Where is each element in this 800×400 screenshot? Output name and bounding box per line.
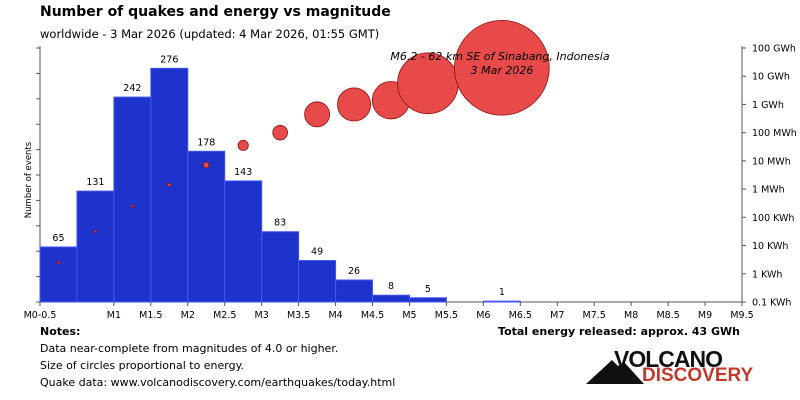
energy-bubble [337, 87, 372, 122]
energy-axis-label: 100 KWh [752, 213, 794, 224]
energy-bubble [56, 260, 61, 265]
histogram-bar [482, 300, 521, 303]
bar-count-label: 8 [388, 281, 394, 292]
histogram-bar [298, 260, 337, 303]
x-tick-label: M2 [181, 310, 195, 321]
energy-axis-label: 0.1 KWh [752, 298, 791, 309]
x-tick-label: M1.5 [139, 310, 162, 321]
x-tick-label: M3.5 [287, 310, 310, 321]
energy-bubble [454, 19, 550, 116]
bar-count-label: 143 [234, 167, 252, 178]
total-energy: Total energy released: approx. 43 GWh [498, 325, 740, 338]
bar-count-label: 242 [123, 83, 141, 94]
chart-subtitle: worldwide - 3 Mar 2026 (updated: 4 Mar 2… [40, 27, 380, 41]
notes-block: Notes: Data near-complete from magnitude… [40, 323, 395, 391]
energy-axis-label: 10 GWh [752, 72, 790, 83]
bar-count-label: 178 [197, 137, 215, 148]
energy-axis-label: 1 MWh [752, 185, 785, 196]
x-tick-label: M4.5 [361, 310, 384, 321]
histogram-bar [76, 190, 115, 303]
histogram-bar [408, 297, 447, 303]
logo-word-discovery: DISCOVERY [642, 365, 754, 386]
x-tick-label: M5.5 [435, 310, 458, 321]
bar-count-label: 65 [52, 233, 64, 244]
x-tick-label: M5 [402, 310, 416, 321]
chart-title: Number of quakes and energy vs magnitude [40, 4, 391, 20]
notes-line-completeness: Data near-complete from magnitudes of 4.… [40, 342, 339, 355]
x-tick-label: M7 [550, 310, 564, 321]
x-tick-label: M8.5 [656, 310, 679, 321]
bar-count-label: 5 [425, 284, 431, 295]
notes-line-circles: Size of circles proportional to energy. [40, 359, 245, 372]
energy-bubble [272, 124, 288, 141]
energy-axis-label: 100 GWh [752, 44, 796, 55]
x-tick-label: M4 [328, 310, 342, 321]
energy-bubble [167, 182, 172, 187]
bar-count-label: 83 [274, 218, 286, 229]
bar-count-label: 1 [499, 287, 505, 298]
energy-axis-label: 1 GWh [752, 100, 784, 111]
x-tick-label: M6 [476, 310, 490, 321]
energy-bubble [202, 161, 210, 169]
energy-bubble [237, 139, 249, 151]
volcano-mountain-icon [586, 360, 644, 384]
histogram-bar [113, 96, 152, 303]
bar-count-label: 276 [160, 54, 178, 65]
histogram-bar [39, 246, 78, 303]
histogram-bar [335, 279, 374, 303]
energy-axis-label: 100 MWh [752, 128, 797, 139]
histogram-bar [261, 231, 300, 303]
histogram-bar [372, 294, 410, 303]
volcanodiscovery-logo: VOLCANO DISCOVERY [586, 346, 756, 390]
x-tick-label: M0-0.5 [24, 310, 57, 321]
energy-axis-label: 1 KWh [752, 269, 782, 280]
bar-count-label: 49 [311, 247, 323, 258]
x-tick-label: M8 [624, 310, 638, 321]
x-tick-label: M1 [107, 310, 121, 321]
histogram-bar [187, 150, 226, 303]
logo-word-volcano: VOLCANO [614, 346, 723, 372]
largest-quake-date: 3 Mar 2026 [471, 64, 534, 77]
largest-quake-annotation: M6.2 - 62 km SE of Sinabang, Indonesia [390, 50, 609, 63]
energy-bubble [130, 204, 135, 208]
x-tick-label: M6.5 [509, 310, 532, 321]
x-tick-label: M7.5 [583, 310, 606, 321]
x-tick-label: M2.5 [213, 310, 236, 321]
energy-axis-label: 10 MWh [752, 156, 791, 167]
x-tick-label: M3 [255, 310, 269, 321]
x-tick-label: M9 [698, 310, 712, 321]
bar-count-label: 26 [348, 266, 360, 277]
histogram-bar [224, 180, 263, 303]
bar-count-label: 131 [86, 177, 104, 188]
y-axis-title: Number of events [24, 141, 34, 218]
energy-bubble [93, 229, 98, 234]
x-tick-label: M9.5 [730, 310, 753, 321]
notes-line-source: Quake data: www.volcanodiscovery.com/ear… [40, 376, 396, 389]
energy-axis-label: 10 KWh [752, 241, 788, 252]
energy-bubble [304, 101, 331, 128]
notes-heading: Notes: [40, 325, 81, 338]
